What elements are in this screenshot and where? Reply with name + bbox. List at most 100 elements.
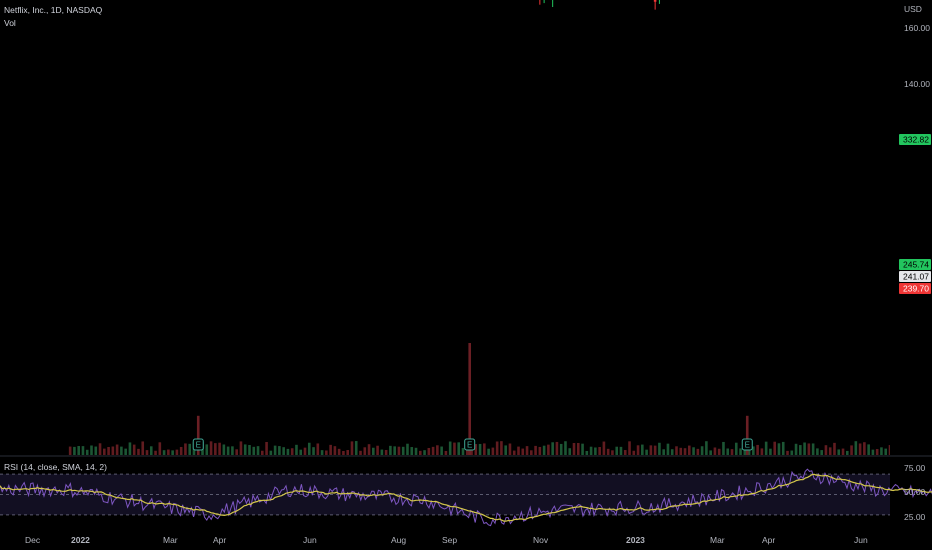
earnings-marker-label: E	[745, 441, 750, 450]
volume-bar	[397, 446, 401, 455]
volume-bar	[94, 446, 98, 455]
rsi-pane	[0, 468, 932, 527]
volume-bar	[380, 449, 384, 455]
volume-bar	[675, 446, 678, 455]
volume-bar	[171, 450, 174, 455]
volume-bar	[81, 446, 85, 455]
time-axis-tick: 2022	[71, 535, 90, 545]
symbol-legend[interactable]: Netflix, Inc., 1D, NASDAQ	[4, 5, 103, 15]
rsi-legend[interactable]: RSI (14, close, SMA, 14, 2)	[4, 462, 107, 472]
earnings-markers[interactable]: EEEEE	[192, 438, 932, 451]
volume-spike-bar	[745, 415, 749, 455]
volume-bar	[794, 443, 798, 455]
volume-bar	[414, 447, 418, 455]
time-axis-tick: Apr	[762, 535, 775, 545]
volume-bar	[461, 448, 465, 455]
volume-bar	[350, 441, 354, 455]
volume-bar	[85, 449, 89, 455]
volume-bar	[559, 443, 563, 455]
volume-bar	[440, 446, 443, 455]
volume-bar	[568, 448, 572, 455]
volume-bar	[401, 446, 405, 455]
volume-bar	[845, 450, 849, 455]
volume-bar	[175, 449, 179, 455]
volume-bar	[483, 443, 486, 455]
volume-bar	[73, 446, 76, 455]
volume-bar	[594, 447, 597, 455]
volume-bar	[329, 444, 332, 455]
volume-bar	[184, 443, 187, 455]
time-axis-tick: Sep	[442, 535, 457, 545]
volume-bar	[700, 446, 704, 455]
volume-bar	[423, 450, 426, 455]
time-axis-tick: Jun	[303, 535, 317, 545]
volume-bar	[530, 450, 533, 455]
volume-bar	[538, 446, 542, 455]
volume-bar	[500, 441, 503, 455]
earnings-marker[interactable]	[192, 438, 204, 451]
volume-bar	[252, 446, 256, 455]
volume-bar	[68, 446, 72, 455]
volume-bar	[278, 446, 281, 455]
volume-bar	[273, 445, 277, 455]
level-b-tag	[899, 271, 931, 282]
volume-bar	[807, 443, 811, 455]
volume-bar	[290, 448, 294, 455]
volume-bar	[534, 445, 537, 455]
rsi-scale-50: 50.00	[904, 487, 926, 497]
volume-bar	[342, 450, 345, 455]
volume-bar	[880, 447, 883, 455]
volume-bar	[572, 443, 576, 455]
volume-bar	[448, 441, 452, 455]
time-axis[interactable]: Dec 2022 Mar Apr Jun Aug Sep Nov 2023 Mar Apr Jun	[25, 535, 868, 545]
volume-bar	[312, 447, 315, 455]
volume-bar	[875, 449, 879, 455]
volume-bar	[598, 447, 601, 455]
volume-bar	[103, 448, 106, 455]
volume-bar	[384, 449, 388, 455]
volume-bar	[261, 450, 264, 455]
volume-bar	[508, 443, 512, 455]
volume-bar	[120, 446, 123, 455]
volume-bar	[705, 441, 708, 455]
volume-bar	[602, 441, 606, 455]
volume-bar	[658, 442, 661, 455]
earnings-marker-label: E	[196, 441, 201, 450]
volume-bar	[688, 445, 691, 455]
volume-bar	[98, 443, 102, 455]
volume-bar	[367, 444, 371, 455]
volume-bar	[653, 445, 657, 455]
volume-bar	[137, 448, 140, 455]
volume-bar	[773, 441, 776, 455]
volume-bar	[337, 448, 341, 455]
volume-bar	[824, 445, 828, 455]
volume-bar	[696, 448, 700, 455]
volume-bar	[670, 449, 674, 455]
volume-bar	[525, 446, 529, 455]
volume-bar	[734, 442, 738, 455]
volume-bar	[606, 448, 610, 455]
volume-bar	[726, 448, 730, 455]
volume-bar	[764, 441, 768, 455]
volume-bar	[282, 447, 285, 455]
volume-bar	[828, 447, 832, 455]
volume-bar	[730, 449, 734, 455]
volume-bar	[111, 446, 115, 455]
last-price-value: 332.82	[903, 135, 929, 145]
volume-bar	[222, 444, 226, 455]
time-axis-tick: Jun	[854, 535, 868, 545]
volume-bar	[363, 447, 367, 455]
earnings-marker[interactable]	[741, 438, 753, 451]
volume-legend[interactable]: Vol	[4, 18, 16, 28]
volume-bar	[410, 447, 414, 455]
volume-bar	[269, 450, 273, 455]
volume-bar	[359, 450, 362, 455]
rsi-scale-75: 75.00	[904, 463, 926, 473]
time-axis-tick: Nov	[533, 535, 549, 545]
rsi-axis[interactable]: 75.00 50.00 25.00	[904, 463, 926, 522]
volume-bar	[299, 449, 303, 455]
rsi-ma-line	[0, 473, 932, 522]
earnings-marker[interactable]	[464, 438, 476, 451]
level-c-tag	[899, 283, 931, 294]
